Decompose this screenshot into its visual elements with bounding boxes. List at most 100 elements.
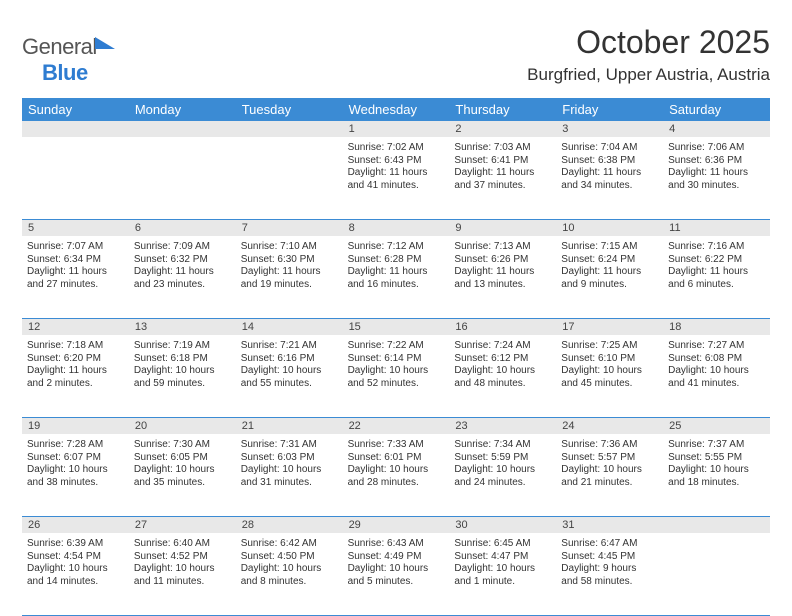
- day-header: Sunday: [22, 98, 129, 121]
- sunset-text: Sunset: 6:28 PM: [348, 254, 445, 267]
- sunrise-text: Sunrise: 6:40 AM: [134, 538, 231, 551]
- cell-body: Sunrise: 7:18 AMSunset: 6:20 PMDaylight:…: [27, 338, 124, 390]
- calendar-cell: [663, 533, 770, 615]
- calendar-cell: Sunrise: 7:04 AMSunset: 6:38 PMDaylight:…: [556, 137, 663, 219]
- daylight-text: Daylight: 11 hours: [668, 167, 765, 180]
- sunrise-text: Sunrise: 7:07 AM: [27, 241, 124, 254]
- sunset-text: Sunset: 6:03 PM: [241, 452, 338, 465]
- daylight-text: Daylight: 10 hours: [561, 365, 658, 378]
- day-number: 3: [556, 123, 568, 135]
- sunset-text: Sunset: 6:34 PM: [27, 254, 124, 267]
- calendar-cell: Sunrise: 7:15 AMSunset: 6:24 PMDaylight:…: [556, 236, 663, 318]
- cell-body: Sunrise: 6:42 AMSunset: 4:50 PMDaylight:…: [241, 536, 338, 588]
- daylight-text: Daylight: 11 hours: [454, 266, 551, 279]
- cell-body: Sunrise: 7:07 AMSunset: 6:34 PMDaylight:…: [27, 239, 124, 291]
- calendar-cell: Sunrise: 7:09 AMSunset: 6:32 PMDaylight:…: [129, 236, 236, 318]
- daynum-cell: 24: [556, 418, 663, 434]
- sunrise-text: Sunrise: 7:13 AM: [454, 241, 551, 254]
- sunset-text: Sunset: 6:38 PM: [561, 155, 658, 168]
- cell-body: Sunrise: 7:36 AMSunset: 5:57 PMDaylight:…: [561, 437, 658, 489]
- daylight-text: and 19 minutes.: [241, 279, 338, 292]
- day-number: 1: [343, 123, 355, 135]
- day-header: Friday: [556, 98, 663, 121]
- calendar-cell: Sunrise: 7:03 AMSunset: 6:41 PMDaylight:…: [449, 137, 556, 219]
- daylight-text: and 8 minutes.: [241, 576, 338, 589]
- daylight-text: and 11 minutes.: [134, 576, 231, 589]
- daylight-text: and 41 minutes.: [348, 180, 445, 193]
- day-number: 13: [129, 321, 147, 333]
- cell-body: Sunrise: 7:06 AMSunset: 6:36 PMDaylight:…: [668, 140, 765, 192]
- day-number: 31: [556, 519, 574, 531]
- daylight-text: and 34 minutes.: [561, 180, 658, 193]
- daylight-text: Daylight: 11 hours: [561, 266, 658, 279]
- daylight-text: and 35 minutes.: [134, 477, 231, 490]
- daynum-cell: [129, 121, 236, 137]
- day-number: 18: [663, 321, 681, 333]
- sunrise-text: Sunrise: 7:04 AM: [561, 142, 658, 155]
- logo-shape-icon: [95, 37, 115, 49]
- daynum-cell: [663, 517, 770, 533]
- daylight-text: Daylight: 11 hours: [27, 266, 124, 279]
- day-number: 9: [449, 222, 461, 234]
- daynum-row: 262728293031: [22, 517, 770, 533]
- day-number: 2: [449, 123, 461, 135]
- sunrise-text: Sunrise: 6:47 AM: [561, 538, 658, 551]
- daynum-cell: 9: [449, 220, 556, 236]
- logo-text: General Blue: [22, 34, 115, 86]
- cell-body: Sunrise: 7:02 AMSunset: 6:43 PMDaylight:…: [348, 140, 445, 192]
- calendar-cell: Sunrise: 6:43 AMSunset: 4:49 PMDaylight:…: [343, 533, 450, 615]
- day-number: 12: [22, 321, 40, 333]
- sunset-text: Sunset: 4:50 PM: [241, 551, 338, 564]
- day-number: 6: [129, 222, 141, 234]
- sunrise-text: Sunrise: 7:25 AM: [561, 340, 658, 353]
- sunrise-text: Sunrise: 7:37 AM: [668, 439, 765, 452]
- day-number: 24: [556, 420, 574, 432]
- day-number: 4: [663, 123, 675, 135]
- sunrise-text: Sunrise: 7:10 AM: [241, 241, 338, 254]
- cell-body: Sunrise: 7:21 AMSunset: 6:16 PMDaylight:…: [241, 338, 338, 390]
- daylight-text: Daylight: 10 hours: [134, 563, 231, 576]
- daynum-cell: [22, 121, 129, 137]
- daynum-cell: 30: [449, 517, 556, 533]
- day-header: Thursday: [449, 98, 556, 121]
- day-number: 21: [236, 420, 254, 432]
- sunrise-text: Sunrise: 6:45 AM: [454, 538, 551, 551]
- day-number: 10: [556, 222, 574, 234]
- calendar-cell: Sunrise: 7:16 AMSunset: 6:22 PMDaylight:…: [663, 236, 770, 318]
- daylight-text: Daylight: 11 hours: [27, 365, 124, 378]
- daylight-text: Daylight: 11 hours: [668, 266, 765, 279]
- cell-body: Sunrise: 7:25 AMSunset: 6:10 PMDaylight:…: [561, 338, 658, 390]
- day-number: 30: [449, 519, 467, 531]
- daylight-text: and 18 minutes.: [668, 477, 765, 490]
- calendar-cell: Sunrise: 7:19 AMSunset: 6:18 PMDaylight:…: [129, 335, 236, 417]
- daylight-text: Daylight: 10 hours: [134, 365, 231, 378]
- sunset-text: Sunset: 6:20 PM: [27, 353, 124, 366]
- sunrise-text: Sunrise: 7:30 AM: [134, 439, 231, 452]
- month-title: October 2025: [527, 24, 770, 61]
- daynum-cell: 25: [663, 418, 770, 434]
- sunrise-text: Sunrise: 7:34 AM: [454, 439, 551, 452]
- cell-body: Sunrise: 7:37 AMSunset: 5:55 PMDaylight:…: [668, 437, 765, 489]
- day-header: Wednesday: [343, 98, 450, 121]
- daylight-text: and 37 minutes.: [454, 180, 551, 193]
- daynum-cell: 13: [129, 319, 236, 335]
- sunset-text: Sunset: 4:52 PM: [134, 551, 231, 564]
- sunrise-text: Sunrise: 7:33 AM: [348, 439, 445, 452]
- sunrise-text: Sunrise: 7:31 AM: [241, 439, 338, 452]
- calendar-cell: [22, 137, 129, 219]
- cell-body: Sunrise: 7:09 AMSunset: 6:32 PMDaylight:…: [134, 239, 231, 291]
- daylight-text: Daylight: 11 hours: [348, 266, 445, 279]
- day-header: Tuesday: [236, 98, 343, 121]
- header: General Blue October 2025 Burgfried, Upp…: [22, 24, 770, 86]
- daynum-row: 12131415161718: [22, 319, 770, 335]
- cell-body: Sunrise: 7:22 AMSunset: 6:14 PMDaylight:…: [348, 338, 445, 390]
- day-number: 16: [449, 321, 467, 333]
- week-row: Sunrise: 7:28 AMSunset: 6:07 PMDaylight:…: [22, 434, 770, 517]
- daylight-text: and 16 minutes.: [348, 279, 445, 292]
- day-number: 25: [663, 420, 681, 432]
- calendar-cell: Sunrise: 6:39 AMSunset: 4:54 PMDaylight:…: [22, 533, 129, 615]
- sunrise-text: Sunrise: 7:24 AM: [454, 340, 551, 353]
- sunrise-text: Sunrise: 7:06 AM: [668, 142, 765, 155]
- daylight-text: Daylight: 10 hours: [668, 365, 765, 378]
- daylight-text: Daylight: 10 hours: [348, 563, 445, 576]
